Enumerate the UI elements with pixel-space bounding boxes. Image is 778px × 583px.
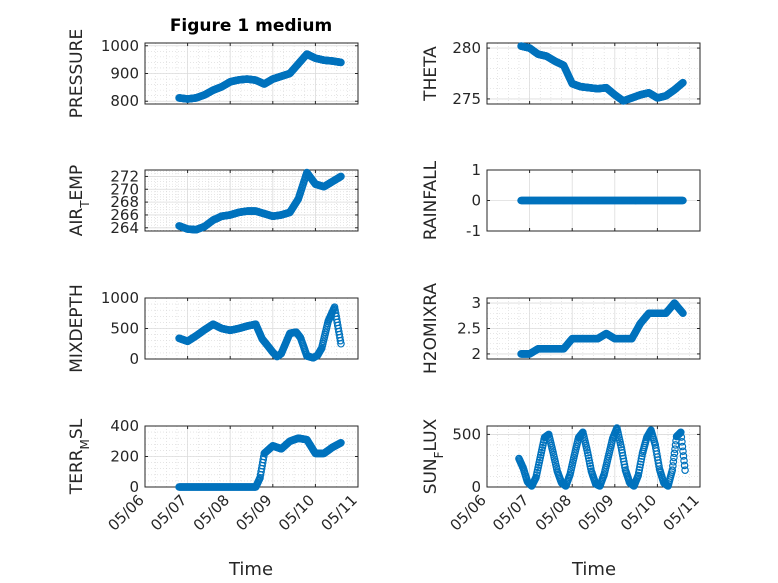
y-tick-label: 500 [452, 425, 481, 443]
y-tick-label: 2 [471, 345, 481, 363]
y-tick-label: 0 [471, 192, 481, 210]
x-axis-label-left: Time [228, 559, 273, 580]
y-axis-label: H2OMIXRA [421, 283, 441, 374]
figure-title: Figure 1 medium [170, 16, 332, 36]
data-point [337, 172, 345, 181]
x-tick-label: 05/09 [232, 491, 275, 534]
y-axis-label: SUNFLUX [421, 418, 446, 494]
data-point [337, 58, 345, 67]
y-axis-label: AIRTEMP [67, 165, 92, 236]
y-tick-label: 1000 [101, 37, 139, 55]
data-point [677, 433, 686, 441]
data-point [671, 445, 679, 453]
data-point [636, 460, 645, 469]
x-tick-label: 05/11 [318, 491, 361, 534]
data-point [634, 468, 643, 477]
y-tick-label: 2.5 [457, 320, 481, 338]
data-point [678, 442, 687, 451]
y-tick-label: 1000 [101, 289, 139, 307]
y-tick-label: 800 [110, 92, 139, 110]
y-tick-label: 1 [471, 161, 481, 179]
y-axis-label: TERRMSL [67, 418, 92, 495]
subplot-terr-msl: 0 200 400 TERRMSL 05/06 05/07 05/08 05/09 05/10 0… [67, 417, 361, 534]
data-point [637, 457, 645, 466]
y-tick-label: 266 [110, 206, 139, 224]
y-tick-label: 500 [110, 320, 139, 338]
data-point [681, 466, 689, 474]
axes-box [486, 425, 701, 488]
data-point [638, 452, 646, 460]
x-tick-label: 05/08 [190, 491, 233, 534]
x-tick-label: 05/06 [447, 491, 490, 534]
x-tick-label: 05/06 [105, 491, 148, 534]
data-series [175, 168, 345, 234]
data-point [637, 455, 646, 463]
x-tick-label: 05/07 [489, 491, 532, 534]
axes-box [144, 169, 359, 232]
axes-box [486, 42, 701, 105]
data-point [679, 78, 687, 87]
data-series [517, 299, 687, 358]
data-point [336, 336, 345, 345]
data-point [337, 339, 345, 348]
y-tick-label: 3 [471, 294, 481, 312]
x-axis-label-right: Time [571, 559, 616, 580]
y-tick-label: 275 [452, 90, 481, 108]
data-point [668, 466, 677, 474]
x-tick-label: 05/11 [660, 491, 703, 534]
x-tick-label: 05/08 [532, 491, 575, 534]
x-tick-label: 05/10 [617, 491, 660, 534]
y-tick-label: 264 [110, 219, 139, 237]
data-point [679, 309, 687, 318]
data-point [679, 196, 687, 205]
y-tick-label: 0 [129, 350, 139, 368]
y-tick-label: 280 [452, 39, 481, 57]
y-tick-label: -1 [466, 222, 481, 240]
y-tick-label: 0 [129, 478, 139, 496]
data-series [175, 50, 345, 103]
data-point [670, 453, 678, 462]
data-series [175, 434, 345, 491]
subplot-rainfall: -1 0 1 RAINFALL [421, 160, 701, 240]
subplot-mixdepth: 0 500 1000 MIXDEPTH [67, 284, 359, 373]
y-tick-label: 900 [110, 65, 139, 83]
y-axis-label: THETA [421, 46, 441, 102]
subplot-theta: 275 280 THETA [421, 39, 701, 108]
data-point [635, 466, 644, 474]
data-point [679, 452, 688, 460]
data-point [679, 447, 687, 456]
subplot-h2omixra: 2 2.5 3 H2OMIXRA [421, 283, 701, 374]
data-point [337, 438, 345, 447]
data-point [669, 457, 678, 466]
y-tick-label: 400 [110, 417, 139, 435]
data-point [677, 428, 685, 437]
y-axis-label: PRESSURE [67, 29, 87, 118]
data-point [678, 437, 686, 446]
data-point [671, 441, 680, 449]
data-series [517, 196, 687, 205]
data-series [515, 424, 689, 490]
x-tick-label: 05/09 [574, 491, 617, 534]
y-tick-label: 270 [110, 180, 139, 198]
data-series [517, 42, 687, 105]
data-point [669, 462, 677, 470]
data-point [680, 456, 688, 465]
x-tick-label: 05/07 [147, 491, 190, 534]
data-point [636, 463, 644, 471]
y-tick-label: 272 [110, 167, 139, 185]
data-series [175, 303, 345, 362]
x-tick-label: 05/10 [275, 491, 318, 534]
y-tick-label: 200 [110, 448, 139, 466]
data-point [670, 449, 679, 458]
y-tick-label: 268 [110, 193, 139, 211]
subplot-pressure: 800 900 1000 PRESSURE [67, 29, 359, 118]
data-point [634, 471, 643, 480]
y-axis-label: RAINFALL [421, 160, 441, 240]
y-axis-label: MIXDEPTH [67, 284, 87, 373]
y-tick-label: 0 [471, 478, 481, 496]
data-point [680, 461, 689, 470]
